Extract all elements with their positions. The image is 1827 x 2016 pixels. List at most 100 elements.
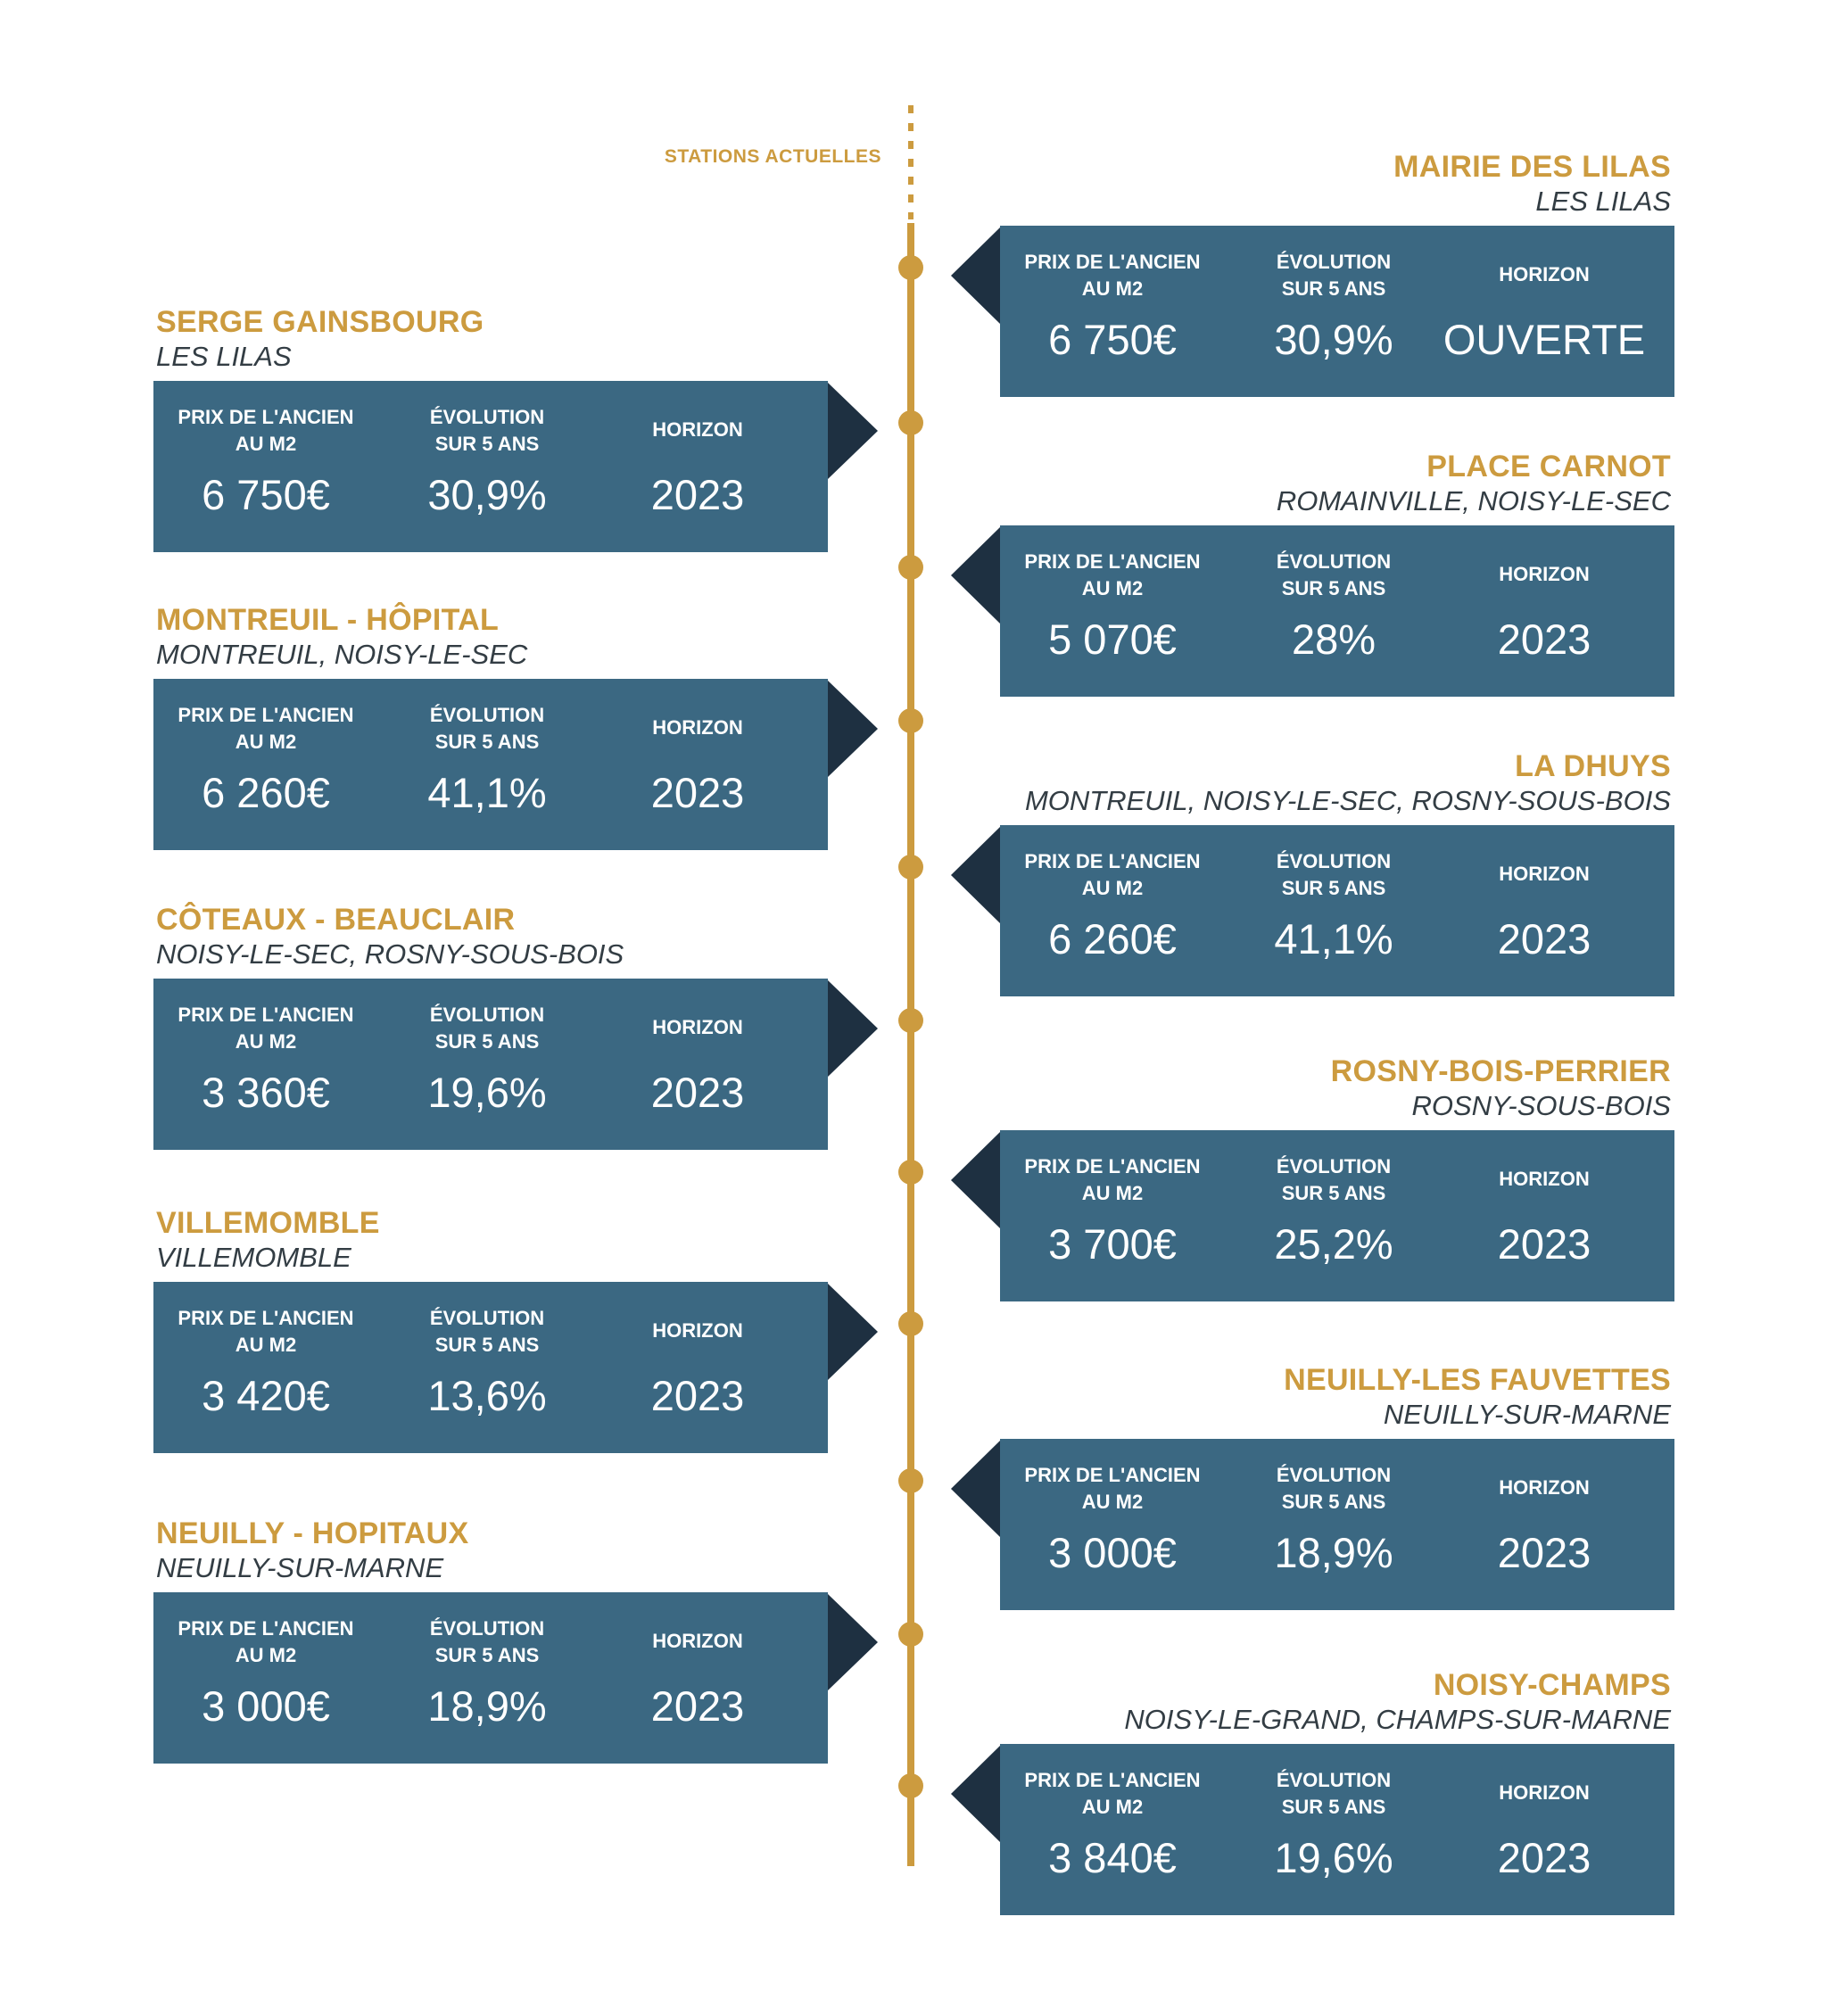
station-info-box: PRIX DE L'ANCIEN AU M2 3 840€ ÉVOLUTION SUR … [1000, 1744, 1674, 1915]
evolution-label-line-1: ÉVOLUTION [1276, 850, 1392, 872]
horizon-column: HORIZON 2023 [1432, 1130, 1657, 1301]
horizon-column: HORIZON 2023 [1432, 825, 1657, 996]
evolution-column: ÉVOLUTION SUR 5 ANS 19,6% [1221, 1744, 1446, 1915]
price-label-line-2: AU M2 [1081, 1491, 1144, 1513]
station-name: PLACE CARNOT [1426, 450, 1671, 483]
price-label-line-1: PRIX DE L'ANCIEN [178, 1617, 354, 1640]
horizon-value: 2023 [1497, 1529, 1591, 1576]
horizon-label-line-1: HORIZON [652, 1630, 743, 1652]
evolution-value: 30,9% [427, 471, 547, 518]
station-name: VILLEMOMBLE [156, 1206, 380, 1240]
evolution-column: ÉVOLUTION SUR 5 ANS 13,6% [375, 1282, 599, 1453]
evolution-value: 41,1% [427, 769, 547, 816]
timeline-dot [898, 1622, 923, 1647]
evolution-label-line-1: ÉVOLUTION [429, 1004, 545, 1026]
station-city: LES LILAS [156, 341, 292, 372]
price-label-line-1: PRIX DE L'ANCIEN [1024, 251, 1201, 273]
evolution-label-line-1: ÉVOLUTION [1276, 1769, 1392, 1791]
price-value: 3 840€ [1048, 1834, 1177, 1881]
timeline-dot [898, 555, 923, 580]
pointer-right-arrow-icon [828, 1594, 878, 1690]
timeline-dashed-segment [908, 105, 914, 219]
evolution-label: ÉVOLUTION SUR 5 ANS [1221, 249, 1446, 302]
horizon-value: 2023 [650, 769, 745, 816]
horizon-value: OUVERTE [1443, 316, 1646, 363]
price-value: 3 360€ [202, 1069, 330, 1116]
pointer-left-arrow-icon [951, 527, 1000, 624]
horizon-column: HORIZON 2023 [585, 381, 810, 552]
timeline-dot [898, 1468, 923, 1493]
timeline-dot [898, 410, 923, 435]
price-label-line-1: PRIX DE L'ANCIEN [178, 406, 354, 428]
evolution-label-line-2: SUR 5 ANS [434, 433, 540, 455]
station-name: SERGE GAINSBOURG [156, 305, 484, 339]
horizon-value: 2023 [650, 1372, 745, 1419]
timeline-dot [898, 1311, 923, 1336]
price-label-line-1: PRIX DE L'ANCIEN [178, 1307, 354, 1329]
horizon-label-line-1: HORIZON [1499, 563, 1590, 585]
price-column: PRIX DE L'ANCIEN AU M2 3 000€ [1000, 1439, 1225, 1610]
evolution-column: ÉVOLUTION SUR 5 ANS 30,9% [375, 381, 599, 552]
evolution-label: ÉVOLUTION SUR 5 ANS [375, 1305, 599, 1359]
price-label: PRIX DE L'ANCIEN AU M2 [1000, 1153, 1225, 1207]
station-name: NEUILLY-LES FAUVETTES [1284, 1363, 1671, 1397]
pointer-left-arrow-icon [951, 1441, 1000, 1537]
timeline-dot [898, 1773, 923, 1798]
pointer-left-arrow-icon [951, 827, 1000, 923]
timeline-dot [898, 1008, 923, 1033]
pointer-left-arrow-icon [951, 227, 1000, 324]
evolution-value: 13,6% [427, 1372, 547, 1419]
timeline-line [907, 223, 914, 1866]
evolution-column: ÉVOLUTION SUR 5 ANS 28% [1221, 525, 1446, 697]
pointer-left-arrow-icon [951, 1746, 1000, 1842]
evolution-value: 19,6% [1274, 1834, 1393, 1881]
horizon-label-line-1: HORIZON [652, 1016, 743, 1038]
evolution-label-line-2: SUR 5 ANS [1281, 1182, 1386, 1204]
price-value: 3 000€ [1048, 1529, 1177, 1576]
evolution-label: ÉVOLUTION SUR 5 ANS [1221, 549, 1446, 602]
station-name: NEUILLY - HOPITAUX [156, 1516, 469, 1550]
station-city: MONTREUIL, NOISY-LE-SEC [156, 639, 528, 670]
horizon-label-line-1: HORIZON [652, 418, 743, 441]
station-city: VILLEMOMBLE [156, 1242, 351, 1273]
price-label-line-1: PRIX DE L'ANCIEN [1024, 1464, 1201, 1486]
horizon-label: HORIZON [585, 715, 810, 741]
price-column: PRIX DE L'ANCIEN AU M2 3 700€ [1000, 1130, 1225, 1301]
price-label: PRIX DE L'ANCIEN AU M2 [153, 404, 378, 458]
horizon-column: HORIZON 2023 [1432, 525, 1657, 697]
evolution-label-line-2: SUR 5 ANS [1281, 877, 1386, 899]
price-column: PRIX DE L'ANCIEN AU M2 3 420€ [153, 1282, 378, 1453]
evolution-label: ÉVOLUTION SUR 5 ANS [1221, 1767, 1446, 1821]
horizon-label: HORIZON [1432, 1475, 1657, 1501]
price-value: 6 260€ [1048, 915, 1177, 963]
price-label-line-2: AU M2 [235, 1644, 297, 1666]
horizon-label-line-1: HORIZON [1499, 263, 1590, 285]
evolution-label-line-2: SUR 5 ANS [1281, 1491, 1386, 1513]
horizon-label-line-1: HORIZON [1499, 1168, 1590, 1190]
evolution-column: ÉVOLUTION SUR 5 ANS 19,6% [375, 979, 599, 1150]
evolution-column: ÉVOLUTION SUR 5 ANS 18,9% [1221, 1439, 1446, 1610]
price-column: PRIX DE L'ANCIEN AU M2 3 360€ [153, 979, 378, 1150]
station-name: NOISY-CHAMPS [1433, 1668, 1671, 1702]
evolution-label: ÉVOLUTION SUR 5 ANS [375, 1002, 599, 1055]
stations-actuelles-label: STATIONS ACTUELLES [664, 146, 881, 167]
pointer-left-arrow-icon [951, 1132, 1000, 1228]
station-city: MONTREUIL, NOISY-LE-SEC, ROSNY-SOUS-BOIS [1024, 785, 1671, 816]
evolution-label-line-1: ÉVOLUTION [429, 1307, 545, 1329]
evolution-column: ÉVOLUTION SUR 5 ANS 30,9% [1221, 226, 1446, 397]
price-label-line-2: AU M2 [1081, 577, 1144, 599]
price-column: PRIX DE L'ANCIEN AU M2 6 750€ [153, 381, 378, 552]
horizon-column: HORIZON 2023 [1432, 1439, 1657, 1610]
evolution-column: ÉVOLUTION SUR 5 ANS 18,9% [375, 1592, 599, 1764]
price-label-line-2: AU M2 [235, 731, 297, 753]
horizon-column: HORIZON 2023 [585, 1592, 810, 1764]
horizon-value: 2023 [650, 1069, 745, 1116]
price-label-line-2: AU M2 [1081, 1796, 1144, 1818]
horizon-label: HORIZON [1432, 561, 1657, 588]
evolution-column: ÉVOLUTION SUR 5 ANS 41,1% [375, 679, 599, 850]
horizon-label-line-1: HORIZON [1499, 1476, 1590, 1499]
evolution-label-line-1: ÉVOLUTION [1276, 251, 1392, 273]
price-column: PRIX DE L'ANCIEN AU M2 6 260€ [1000, 825, 1225, 996]
price-label: PRIX DE L'ANCIEN AU M2 [1000, 1462, 1225, 1516]
